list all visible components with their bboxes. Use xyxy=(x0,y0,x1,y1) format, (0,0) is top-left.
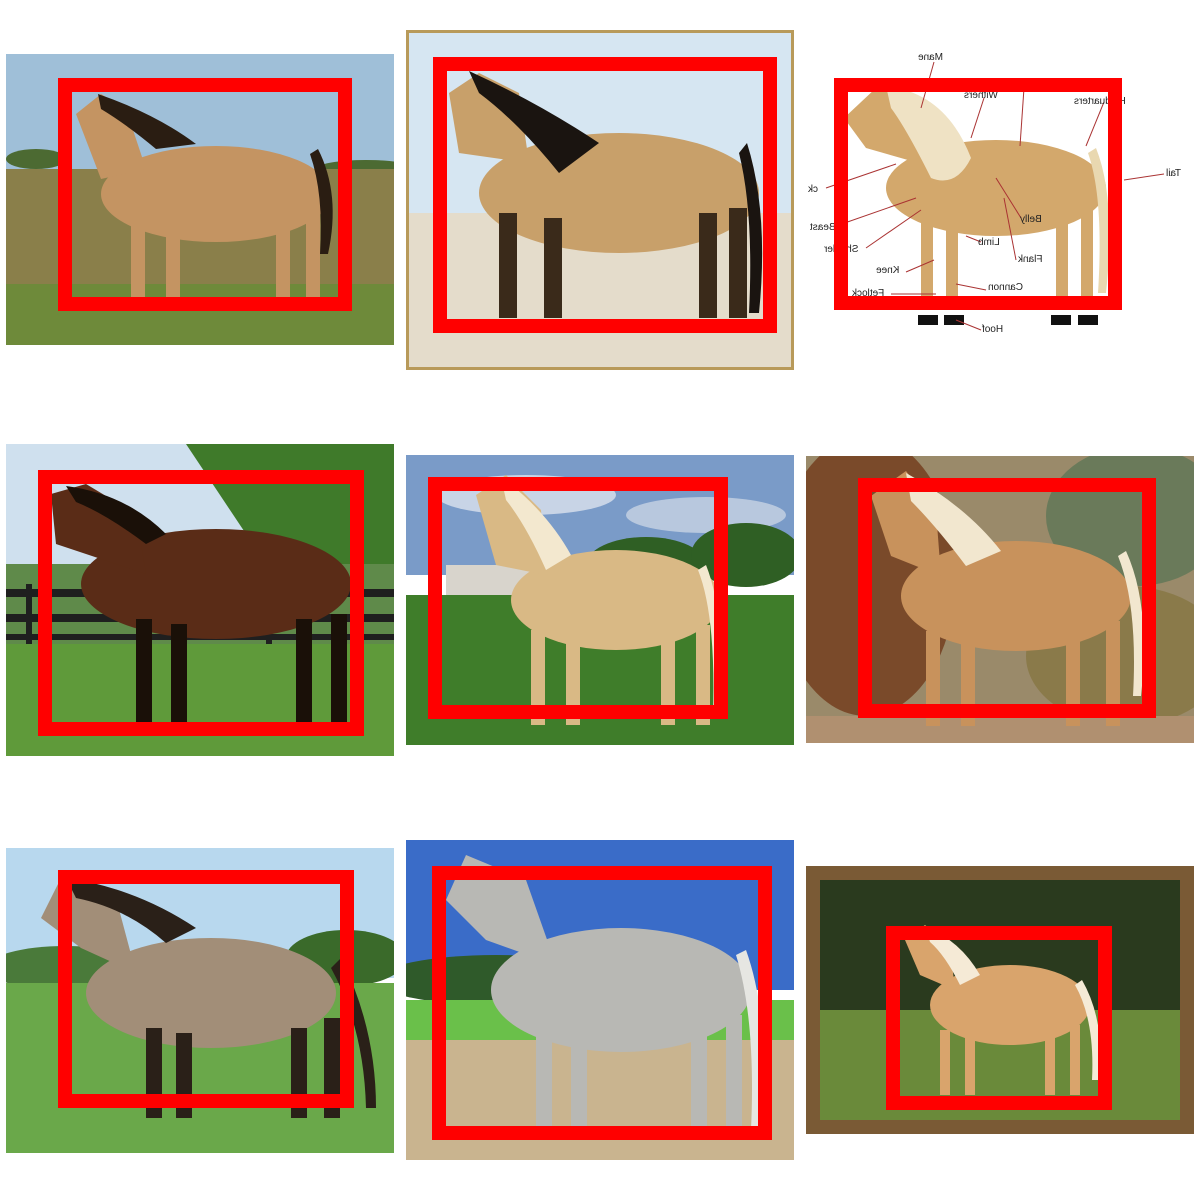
detection-box-6 xyxy=(858,478,1156,718)
photo-panel-5 xyxy=(406,455,794,745)
detection-box-7 xyxy=(58,870,354,1108)
photo-panel-2 xyxy=(406,30,794,370)
horse-photo-8 xyxy=(406,840,794,1160)
horse-photo-9 xyxy=(820,880,1180,1120)
photo-panel-8 xyxy=(406,840,794,1160)
photo-panel-9 xyxy=(806,866,1194,1134)
anatomy-diagram xyxy=(825,61,1165,331)
diagram-label-neck: ck xyxy=(808,184,818,195)
detection-box-4 xyxy=(38,470,364,736)
diagram-label-tail: Tail xyxy=(1166,168,1182,179)
photo-panel-4 xyxy=(6,444,394,756)
detection-box-3 xyxy=(834,78,1122,310)
detection-box-9 xyxy=(886,926,1112,1110)
diagram-label-breast: Beast xyxy=(810,222,836,233)
detection-box-2 xyxy=(433,57,777,333)
diagram-label-mane: Mane xyxy=(918,52,944,63)
horse-photo-4 xyxy=(6,444,394,756)
detection-box-1 xyxy=(58,78,352,311)
detection-box-5 xyxy=(428,477,728,719)
photo-panel-7 xyxy=(6,848,394,1153)
horse-photo-5 xyxy=(406,455,794,745)
detection-box-8 xyxy=(432,866,772,1140)
photo-panel-3: Mane Withers Hinduarters Tail ck Beast S… xyxy=(806,48,1194,348)
photo-panel-6 xyxy=(806,456,1194,743)
photo-panel-1 xyxy=(6,54,394,345)
horse-photo-1 xyxy=(6,54,394,345)
diagram-label-hoof: Hoof xyxy=(982,324,1004,335)
